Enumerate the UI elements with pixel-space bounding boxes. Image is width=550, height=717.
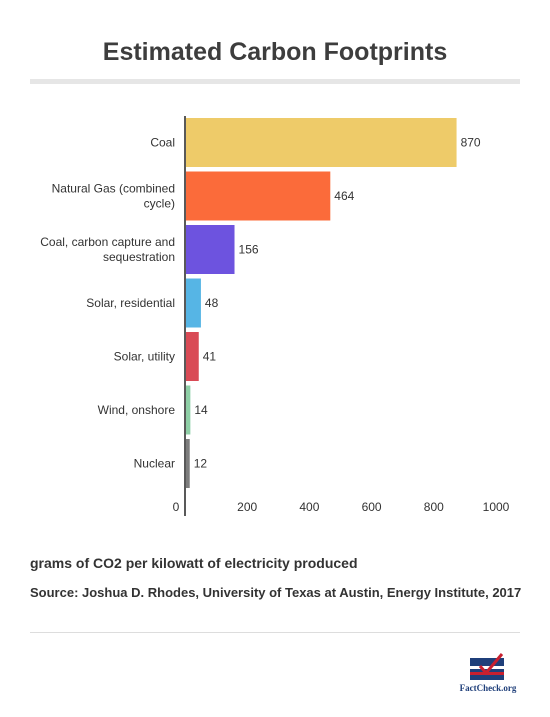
factcheck-logo: FactCheck.org xyxy=(452,652,524,696)
category-label: Solar, residential xyxy=(86,296,175,310)
value-label: 870 xyxy=(461,136,481,150)
bars-layer xyxy=(186,118,457,488)
bar xyxy=(186,439,190,488)
x-tick-label: 0 xyxy=(173,500,180,514)
bar xyxy=(186,332,199,381)
category-label: Coal, carbon capture and sequestration xyxy=(40,235,175,264)
bar-chart: Coal Natural Gas (combined cycle) Coal, car… xyxy=(40,116,510,516)
source-note: Source: Joshua D. Rhodes, University of … xyxy=(30,585,522,600)
logo-text: FactCheck.org xyxy=(459,683,517,693)
value-label: 14 xyxy=(194,403,208,417)
bar xyxy=(186,225,235,274)
value-label: 156 xyxy=(239,243,259,257)
bar xyxy=(186,278,201,328)
units-note: grams of CO2 per kilowatt of electricity… xyxy=(30,555,358,571)
category-label: Natural Gas (combined cycle) xyxy=(52,182,175,211)
value-label: 464 xyxy=(334,189,354,203)
value-label: 41 xyxy=(203,350,217,364)
bottom-divider xyxy=(30,632,520,633)
flag-check-icon xyxy=(470,653,504,680)
bar xyxy=(186,118,457,167)
category-label: Wind, onshore xyxy=(98,403,176,417)
value-label: 12 xyxy=(194,457,208,471)
x-tick-label: 200 xyxy=(237,500,257,514)
title-divider xyxy=(30,79,520,84)
x-tick-label: 800 xyxy=(424,500,444,514)
x-tick-label: 400 xyxy=(299,500,319,514)
category-label: Solar, utility xyxy=(114,350,175,364)
value-labels-layer: 870 464 156 48 41 14 12 xyxy=(194,136,481,471)
chart-title: Estimated Carbon Footprints xyxy=(102,38,448,66)
bar xyxy=(186,171,331,221)
x-tick-label: 600 xyxy=(362,500,382,514)
category-label: Nuclear xyxy=(134,457,175,471)
category-label: Coal xyxy=(150,136,175,150)
x-tick-label: 1000 xyxy=(483,500,510,514)
x-tick-labels-layer: 0 200 400 600 800 1000 xyxy=(173,500,510,514)
bar xyxy=(186,385,191,435)
value-label: 48 xyxy=(205,296,219,310)
category-labels-layer: Coal Natural Gas (combined cycle) Coal, car… xyxy=(40,136,175,471)
